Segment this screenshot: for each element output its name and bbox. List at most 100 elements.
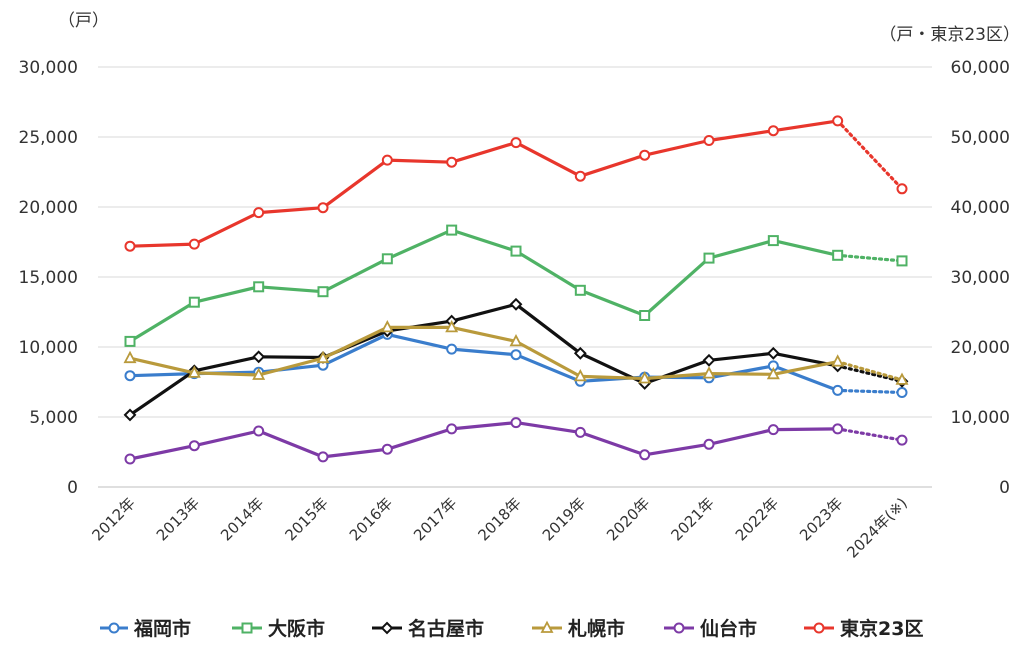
data-point <box>446 156 458 168</box>
series-東京23区 <box>124 115 908 252</box>
x-tick-label: 2024年(※) <box>843 494 910 561</box>
data-point <box>766 346 780 360</box>
x-tick-label: 2012年 <box>88 494 138 544</box>
data-point <box>253 425 265 437</box>
data-point <box>832 115 844 127</box>
x-tick-label: 2022年 <box>732 494 782 544</box>
left-tick-label: 30,000 <box>19 58 78 78</box>
series-line <box>129 119 838 248</box>
data-point <box>766 366 780 380</box>
data-point <box>510 349 522 361</box>
x-tick-label: 2016年 <box>346 494 396 544</box>
data-point <box>703 135 715 146</box>
data-point <box>638 371 652 384</box>
data-point <box>253 281 265 293</box>
legend-label-nagoya: 名古屋市 <box>408 617 484 640</box>
x-axis: 2012年 2013年 2014年 2015年 2016年 2017年 2018年 2019年… <box>88 494 910 561</box>
x-tick-label: 2014年 <box>217 494 267 544</box>
series-札幌市 <box>123 319 909 385</box>
series-line <box>129 325 838 381</box>
legend-label-fukuoka: 福岡市 <box>133 617 191 640</box>
left-tick-label: 10,000 <box>19 338 78 358</box>
data-point <box>445 319 459 333</box>
legend-item-sapporo: 札幌市 <box>532 617 625 640</box>
data-point <box>702 353 716 367</box>
legend-item-nagoya: 名古屋市 <box>372 617 484 640</box>
data-point <box>446 423 458 435</box>
series-projection-line <box>836 388 904 395</box>
data-point <box>446 224 458 236</box>
x-tick-label: 2015年 <box>281 494 331 544</box>
data-point <box>574 284 586 296</box>
legend-label-tokyo: 東京23区 <box>840 617 923 640</box>
data-point <box>509 297 523 311</box>
data-point <box>832 249 844 261</box>
legend-item-osaka: 大阪市 <box>232 617 325 640</box>
left-y-axis: 0 5,000 10,000 15,000 20,000 25,000 30,000 <box>19 58 78 498</box>
data-point <box>896 434 908 446</box>
data-point <box>896 255 908 267</box>
right-tick-label: 20,000 <box>951 338 1010 358</box>
data-point <box>574 426 586 438</box>
x-tick-label: 2013年 <box>153 494 203 544</box>
legend: 福岡市 大阪市 名古屋市 札幌市 仙台市 東京23区 <box>100 617 923 640</box>
series-仙台市 <box>124 417 908 465</box>
data-point <box>446 343 458 355</box>
data-point <box>188 296 200 308</box>
data-point <box>252 367 266 380</box>
left-axis-unit: （戸） <box>58 11 109 31</box>
data-point <box>510 137 522 149</box>
data-point <box>124 240 136 252</box>
data-point <box>895 372 909 385</box>
right-axis-unit: （戸・東京23区） <box>879 25 1020 45</box>
data-point <box>316 350 330 364</box>
legend-label-osaka: 大阪市 <box>268 617 325 640</box>
series-line <box>129 421 838 461</box>
legend-item-tokyo: 東京23区 <box>804 617 923 640</box>
data-point <box>187 365 201 378</box>
left-tick-label: 15,000 <box>19 268 78 288</box>
right-tick-label: 0 <box>999 478 1010 498</box>
data-point <box>832 384 844 396</box>
data-point <box>124 370 136 382</box>
right-tick-label: 10,000 <box>951 408 1010 428</box>
x-tick-label: 2018年 <box>474 494 524 544</box>
data-point <box>381 154 393 166</box>
data-point <box>639 149 651 161</box>
data-point <box>381 253 393 265</box>
data-point <box>510 417 522 429</box>
x-tick-label: 2020年 <box>603 494 653 544</box>
data-point <box>253 207 265 219</box>
data-point <box>509 333 523 347</box>
data-point <box>188 440 200 452</box>
data-point <box>767 125 779 137</box>
legend-item-sendai: 仙台市 <box>664 617 757 640</box>
data-point <box>703 252 715 264</box>
data-point <box>702 366 716 379</box>
data-point <box>252 350 266 364</box>
data-point <box>767 235 779 247</box>
data-point <box>510 245 522 257</box>
data-point <box>831 354 845 367</box>
data-point <box>832 423 844 435</box>
legend-label-sendai: 仙台市 <box>700 617 757 640</box>
data-point <box>703 438 715 450</box>
left-tick-label: 0 <box>67 478 78 498</box>
data-point <box>317 286 329 298</box>
series-line <box>129 302 838 417</box>
series-projection-line <box>836 364 904 383</box>
left-tick-label: 25,000 <box>19 128 78 148</box>
data-point <box>767 424 779 436</box>
data-point <box>124 335 136 347</box>
legend-item-fukuoka: 福岡市 <box>100 617 191 640</box>
data-point <box>573 368 587 382</box>
data-point <box>124 453 136 465</box>
data-point <box>639 449 651 461</box>
right-tick-label: 60,000 <box>951 58 1010 78</box>
data-point <box>574 170 586 182</box>
series-line <box>129 228 839 343</box>
right-tick-label: 40,000 <box>951 198 1010 218</box>
series-lines <box>123 115 909 465</box>
right-y-axis: 0 10,000 20,000 30,000 40,000 50,000 60,000 <box>951 58 1010 498</box>
